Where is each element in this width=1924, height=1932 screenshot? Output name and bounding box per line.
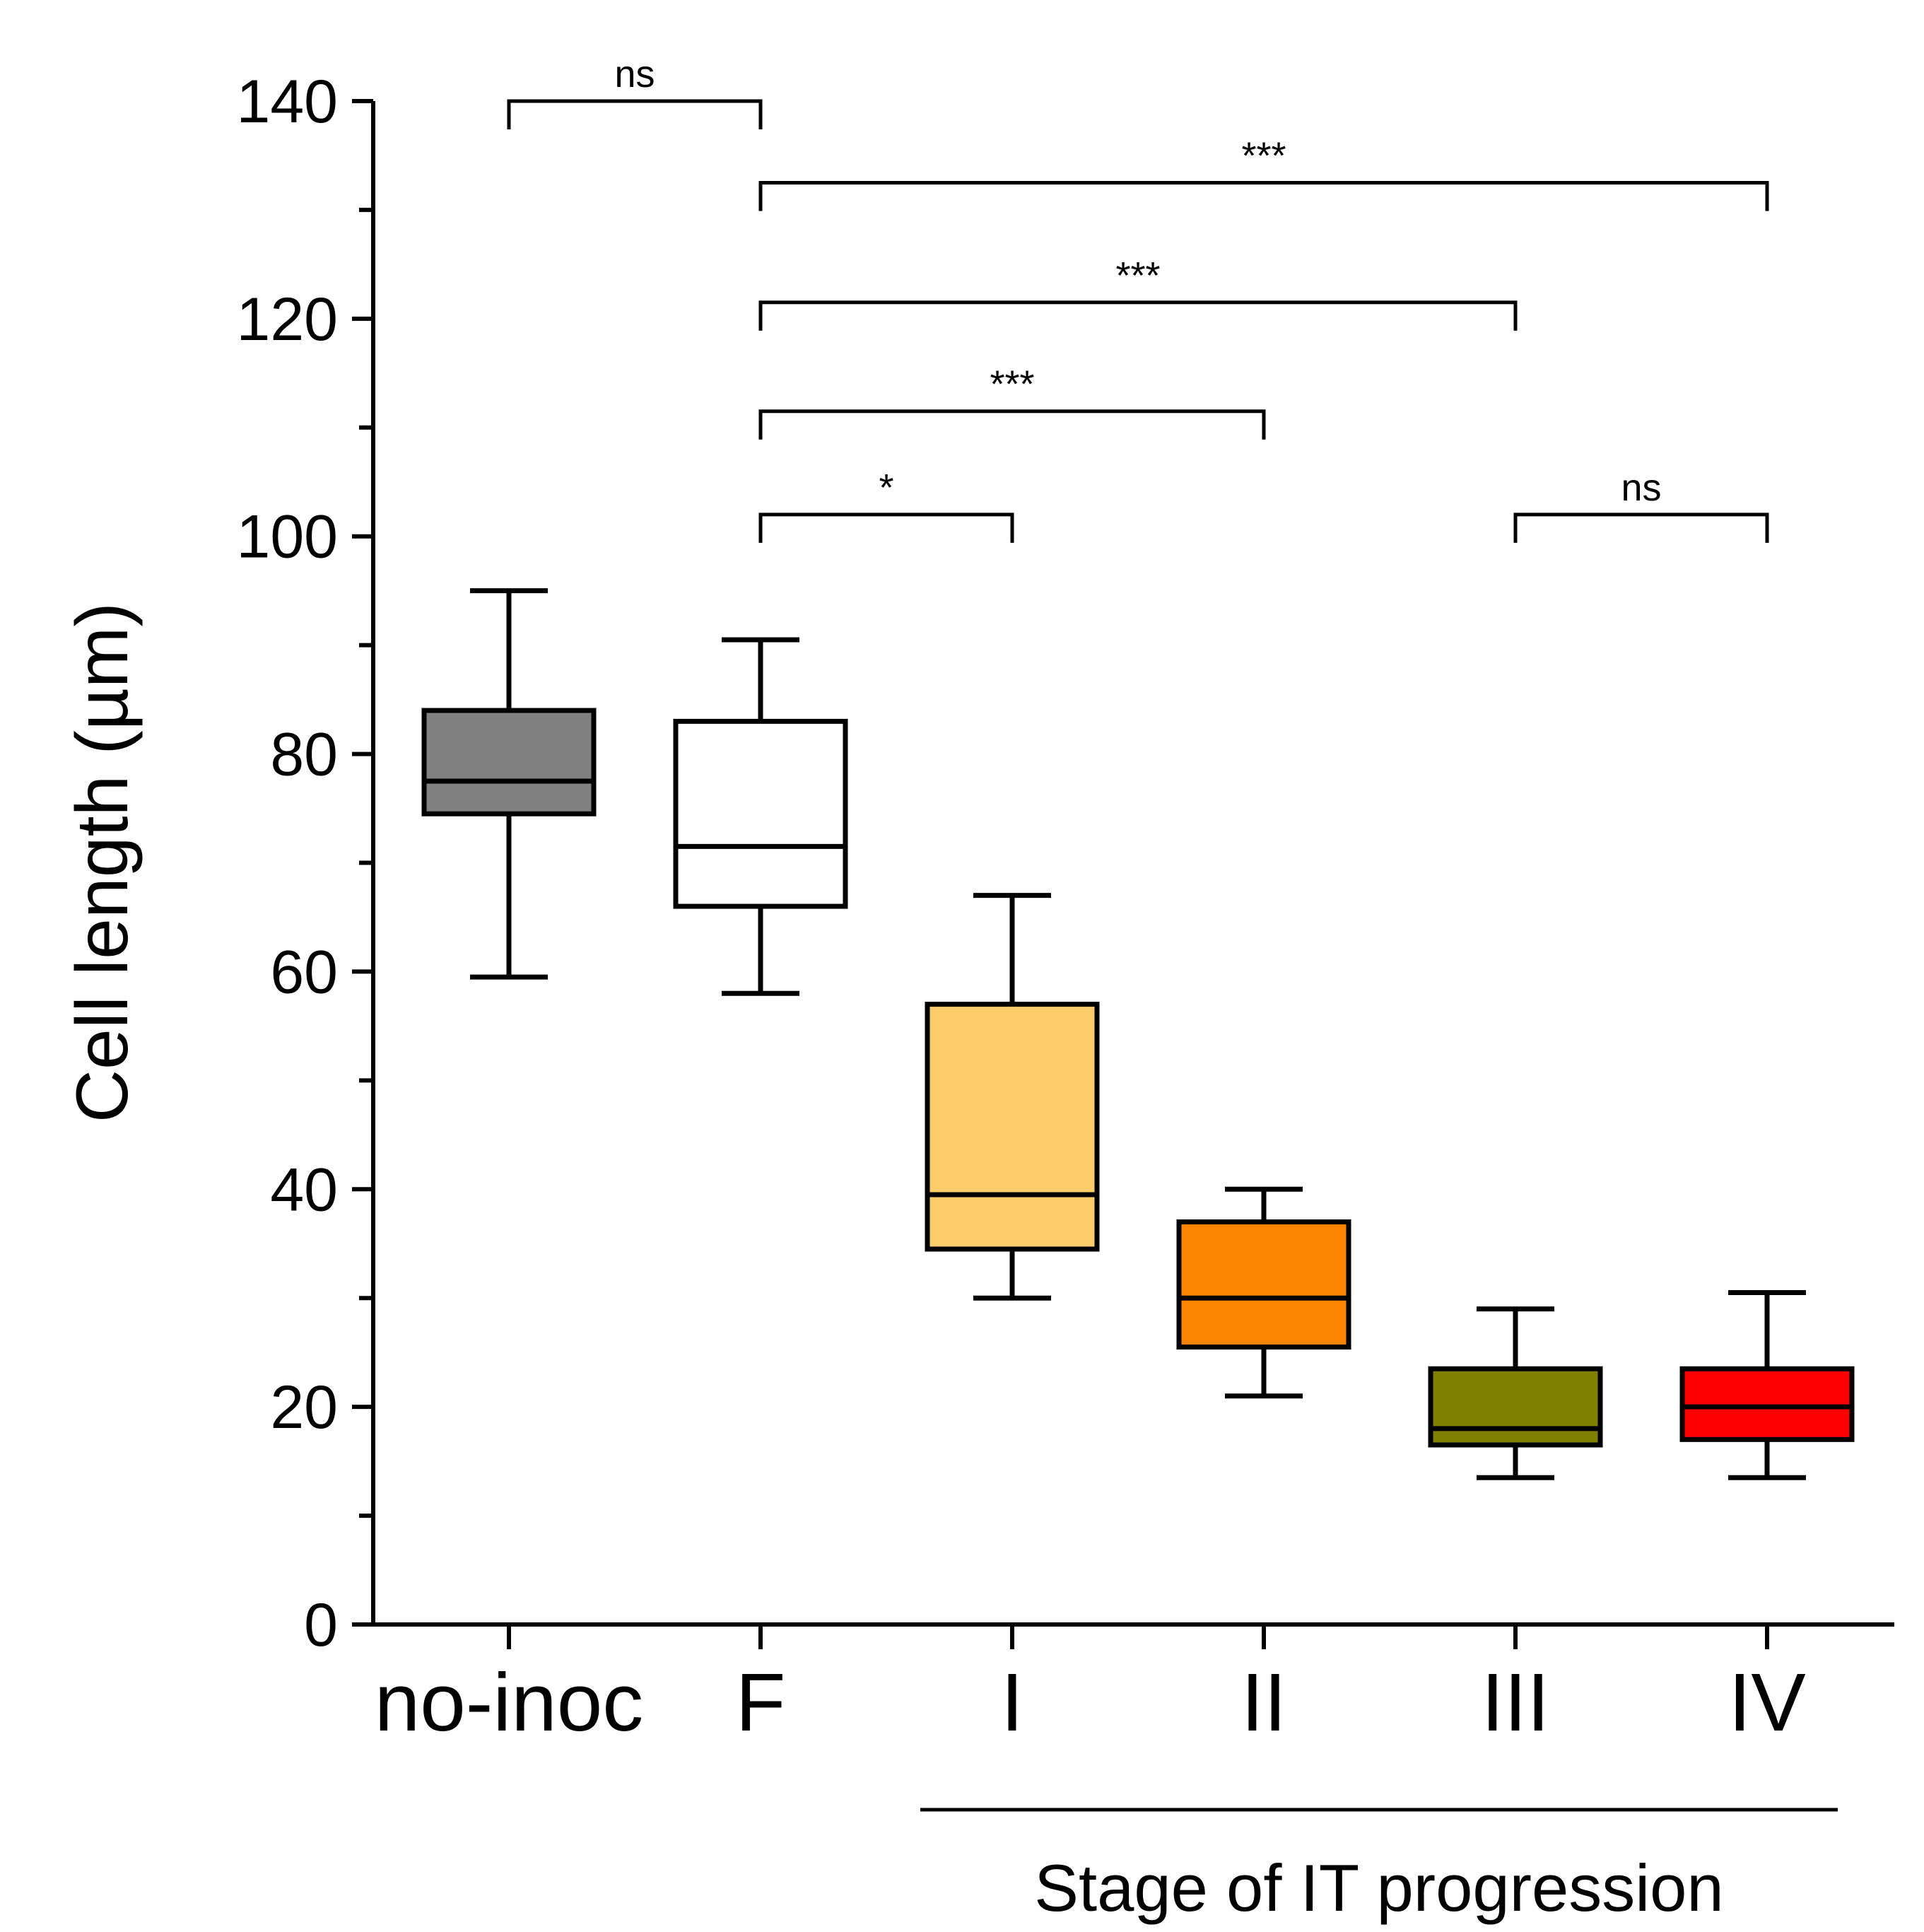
y-tick-label-80: 80 (270, 721, 338, 789)
stage-group: Stage of IT progression (920, 1808, 1838, 1925)
bracket-f-iii: *** (758, 254, 1518, 331)
box-iv (1679, 1290, 1855, 1480)
bracket-line (758, 409, 1266, 440)
bracket-line (507, 99, 763, 129)
significance-label: * (879, 467, 893, 509)
iqr-box (1428, 1366, 1603, 1448)
significance-label: ns (614, 53, 655, 95)
x-tick-label-ii: II (1241, 1656, 1286, 1748)
y-tick-label-40: 40 (270, 1156, 338, 1224)
y-tick-label-60: 60 (270, 938, 338, 1006)
x-tick-label-iii: III (1482, 1656, 1550, 1748)
iqr-box (673, 718, 848, 909)
bracket-line (758, 180, 1769, 211)
y-tick-label-120: 120 (237, 286, 339, 353)
iqr-box (925, 1002, 1100, 1252)
iqr-box (1176, 1219, 1351, 1350)
iqr-box (421, 708, 597, 816)
significance-label: *** (1115, 254, 1160, 297)
stage-group-label: Stage of IT progression (1034, 1851, 1723, 1925)
y-tick-label-20: 20 (270, 1374, 338, 1441)
significance-brackets: ns********** ns (507, 53, 1769, 543)
x-tick-label-f: F (736, 1656, 786, 1748)
bracket-f-ii: *** (758, 363, 1266, 440)
bracket-line (758, 513, 1014, 543)
significance-label: ns (1621, 467, 1661, 509)
boxes (421, 588, 1855, 1480)
bracket-line (1513, 513, 1769, 543)
x-tick-label-no-inoc: no-inoc (375, 1656, 643, 1748)
bracket-line (758, 300, 1518, 331)
box-i (925, 893, 1100, 1301)
bracket-no-inoc-f: ns (507, 53, 763, 129)
x-tick-label-i: I (1001, 1656, 1023, 1748)
box-ii (1176, 1186, 1351, 1399)
significance-label: *** (990, 363, 1034, 406)
box-f (673, 637, 848, 996)
bracket-iii-iv: ns (1513, 467, 1769, 543)
box-no-inoc (421, 588, 597, 980)
y-axis-title: Cell length (µm) (61, 602, 143, 1123)
iqr-box (1679, 1366, 1855, 1442)
y-tick-label-140: 140 (237, 68, 339, 136)
box-iii (1428, 1306, 1603, 1480)
x-tick-label-iv: IV (1728, 1656, 1806, 1748)
bracket-f-i: * (758, 467, 1014, 543)
y-tick-label-100: 100 (237, 503, 339, 571)
y-tick-label-0: 0 (304, 1591, 338, 1659)
bracket-f-iv: *** (758, 134, 1769, 211)
significance-label: *** (1241, 134, 1286, 177)
